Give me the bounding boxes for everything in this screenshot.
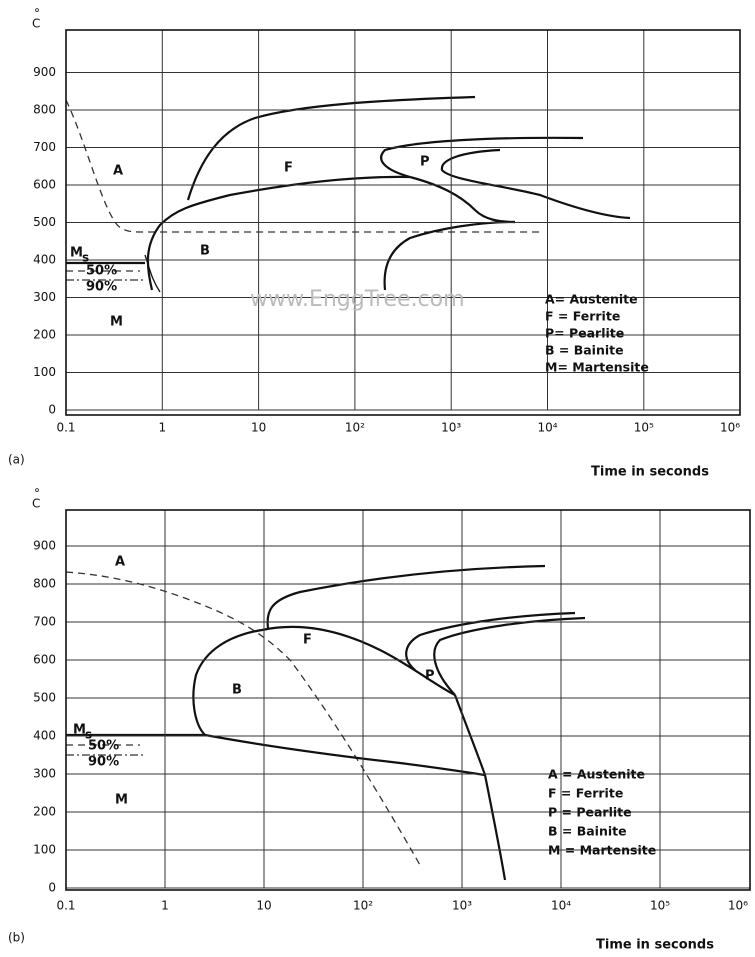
- x-tick-label: 10²: [353, 899, 373, 913]
- ms-subscript: s: [82, 251, 89, 265]
- panel-label: (b): [8, 931, 25, 945]
- y-tick-label: 500: [33, 215, 56, 229]
- legend-entry: P = Pearlite: [548, 805, 632, 820]
- percent-label: 90%: [88, 755, 119, 770]
- ferrite-start: [266, 564, 546, 629]
- legend-entry: F = Ferrite: [548, 786, 623, 801]
- legend-entry: M = Martensite: [548, 843, 656, 858]
- y-tick-label: 800: [33, 577, 56, 591]
- region-label: F: [284, 161, 293, 176]
- y-tick-label: 100: [33, 843, 56, 857]
- y-tick-label: 500: [33, 691, 56, 705]
- x-tick-label: 10⁴: [551, 899, 571, 913]
- x-tick-label: 0.1: [56, 421, 75, 435]
- y-tick-label: 400: [33, 729, 56, 743]
- region-label: M: [110, 315, 123, 330]
- region-label: A: [115, 555, 125, 570]
- x-tick-label: 10³: [452, 899, 472, 913]
- region-label: P: [425, 669, 435, 684]
- ms-label: M: [73, 723, 86, 738]
- y-tick-label: 300: [33, 767, 56, 781]
- pearlite-start: [405, 611, 576, 671]
- y-tick-label: 200: [33, 328, 56, 342]
- y-tick-label: 700: [33, 615, 56, 629]
- legend-entry: B = Bainite: [548, 824, 627, 839]
- legend-entry: F = Ferrite: [545, 309, 620, 324]
- region-label: P: [420, 155, 430, 170]
- bainite-nose: [192, 628, 263, 736]
- region-label: F: [303, 633, 312, 648]
- y-tick-label: 900: [33, 65, 56, 79]
- x-tick-label: 10²: [345, 421, 365, 435]
- degree-sign: °: [34, 7, 40, 21]
- x-tick-label: 10: [251, 421, 266, 435]
- panel-a: [65, 29, 741, 416]
- pearlite-second: [440, 148, 631, 220]
- y-tick-label: 900: [33, 539, 56, 553]
- x-tick-label: 0.1: [56, 899, 75, 913]
- cooling-curve: [65, 571, 421, 866]
- pearlite-finish: [409, 175, 516, 224]
- legend-entry: A= Austenite: [545, 292, 638, 307]
- x-tick-label: 10⁵: [650, 899, 670, 913]
- x-tick-label: 10³: [441, 421, 461, 435]
- panel-b: [65, 509, 751, 891]
- plot-frame: [65, 29, 741, 416]
- bainite-finish: [383, 220, 516, 291]
- y-tick-label: 600: [33, 178, 56, 192]
- percent-label: 50%: [86, 264, 117, 279]
- y-tick-label: 300: [33, 290, 56, 304]
- y-tick-label: 600: [33, 653, 56, 667]
- x-axis-label: Time in seconds: [591, 465, 709, 480]
- region-label: A: [113, 164, 123, 179]
- ferrite-pearlite-line: [261, 625, 456, 696]
- x-axis-label: Time in seconds: [596, 938, 714, 953]
- region-label: M: [115, 793, 128, 808]
- legend-entry: M= Martensite: [545, 360, 649, 375]
- pearlite-finish: [453, 694, 507, 881]
- unit-label: C: [32, 17, 40, 31]
- y-tick-label: 200: [33, 805, 56, 819]
- y-tick-label: 800: [33, 103, 56, 117]
- region-label: B: [200, 244, 210, 259]
- bainite-nose: [144, 254, 161, 293]
- x-tick-label: 10⁶: [728, 899, 748, 913]
- percent-label: 90%: [86, 280, 117, 295]
- y-tick-label: 700: [33, 140, 56, 154]
- unit-label: C: [32, 497, 40, 511]
- x-tick-label: 10⁵: [634, 421, 654, 435]
- watermark: www.EnggTree.com: [250, 287, 465, 312]
- ms-subscript: s: [85, 728, 92, 742]
- ferrite-pearlite-line: [146, 175, 411, 291]
- x-tick-label: 10⁶: [720, 421, 740, 435]
- y-tick-label: 400: [33, 253, 56, 267]
- y-tick-label: 0: [48, 881, 56, 895]
- plot-frame: [65, 509, 751, 891]
- cooling-curve: [65, 99, 540, 233]
- region-label: B: [232, 683, 242, 698]
- legend-entry: A = Austenite: [548, 767, 645, 782]
- x-tick-label: 10⁴: [537, 421, 557, 435]
- bainite-finish: [204, 733, 486, 777]
- percent-label: 50%: [88, 739, 119, 754]
- x-tick-label: 10: [256, 899, 271, 913]
- panel-label: (a): [8, 453, 25, 467]
- legend-entry: B = Bainite: [545, 343, 624, 358]
- x-tick-label: 1: [158, 421, 166, 435]
- x-tick-label: 1: [161, 899, 169, 913]
- pearlite-start: [380, 136, 584, 179]
- y-tick-label: 0: [48, 403, 56, 417]
- legend-entry: P= Pearlite: [545, 326, 624, 341]
- ms-label: M: [70, 246, 83, 261]
- y-tick-label: 100: [33, 365, 56, 379]
- pearlite-second: [433, 616, 586, 696]
- degree-sign: °: [34, 487, 40, 501]
- ferrite-start: [186, 95, 476, 201]
